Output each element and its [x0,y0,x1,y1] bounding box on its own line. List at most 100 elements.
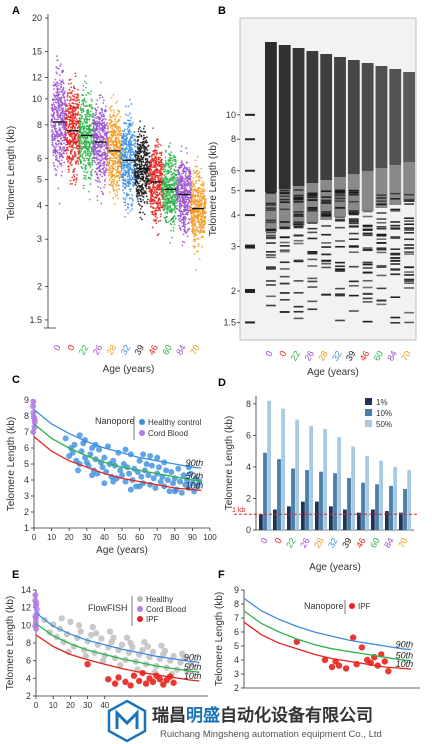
a-swarm [105,93,124,205]
b-lane-smear-lower [375,168,388,208]
b-band [266,267,276,270]
a-data-point [196,211,199,213]
a-data-point [96,180,99,183]
a-data-point [80,142,83,145]
a-data-point [164,151,167,153]
b-band [362,279,373,282]
b-band [279,208,290,211]
a-data-point [159,164,162,167]
a-data-point [77,153,80,155]
a-data-point [57,101,60,104]
a-data-point [88,190,90,193]
a-data-point [60,107,63,109]
a-data-point [201,220,204,222]
a-data-point [137,200,140,203]
a-data-point [170,151,172,154]
b-band [266,242,276,244]
b-band [293,189,304,191]
a-data-point [131,200,134,202]
a-data-point [74,143,77,145]
b-band [321,215,332,217]
a-x-tick-label: 32 [119,343,133,357]
a-data-point [113,182,116,185]
a-data-point [102,137,105,140]
a-data-point [53,137,56,140]
a-data-point [125,122,128,125]
a-data-point [156,194,159,197]
a-data-point [129,209,132,212]
a-data-point [180,203,183,206]
a-data-point [186,228,189,231]
a-data-point [160,213,163,216]
b-band [335,197,345,200]
a-data-point [113,189,116,192]
a-data-point [192,229,195,232]
a-data-point [185,204,188,206]
a-data-point [93,152,96,154]
a-data-point [134,170,137,173]
b-band [362,215,373,218]
a-data-point [184,213,187,216]
a-data-point [187,182,190,184]
a-data-point [96,195,99,198]
a-data-point [71,133,74,136]
a-data-point [131,124,133,127]
b-band [279,268,290,270]
a-data-point [88,126,90,129]
a-data-point [60,164,63,167]
a-data-point [139,216,142,219]
a-data-point [109,183,112,186]
a-data-point [103,161,105,164]
a-data-point [116,100,119,102]
a-data-point [182,217,185,220]
a-data-point [102,113,105,116]
b-size-tick-label: 3 [231,242,236,252]
a-data-point [52,101,55,104]
a-data-point [111,173,114,176]
a-data-point [74,120,77,123]
a-data-point [82,128,84,131]
a-data-point [184,170,187,173]
a-data-point [62,152,65,155]
a-data-point [190,215,193,218]
a-data-point [115,151,117,154]
a-data-point [112,146,115,148]
a-data-point [81,147,84,150]
a-data-point [196,214,198,217]
a-data-point [84,75,87,77]
a-data-point [163,198,166,201]
a-data-point [116,140,119,143]
a-data-point [69,183,72,185]
a-data-point [163,171,166,173]
b-band [348,218,359,220]
a-data-point [111,178,114,181]
a-data-point [54,78,57,81]
a-data-point [54,101,57,103]
a-data-point [101,157,103,160]
b-size-tick-label: 2 [231,286,236,296]
a-data-point [101,124,103,127]
a-data-point [176,178,179,180]
a-data-point [160,154,163,157]
a-data-point [95,111,97,114]
a-data-point [72,116,75,119]
a-data-point [92,146,95,149]
a-data-point [107,142,110,145]
a-data-point [181,187,184,190]
b-band [279,245,290,247]
a-x-tick-label: 70 [188,343,202,357]
a-data-point [83,176,86,179]
a-data-point [107,168,110,171]
a-data-point [173,215,175,218]
a-data-point [78,135,80,138]
a-data-point [55,71,58,74]
a-data-point [55,66,58,68]
a-data-point [52,131,55,133]
a-data-point [131,176,134,179]
a-data-point [95,151,98,154]
a-data-point [166,169,169,172]
a-data-point [194,238,197,241]
a-data-point [73,150,76,153]
a-data-point [171,236,174,239]
a-data-point [103,129,106,132]
